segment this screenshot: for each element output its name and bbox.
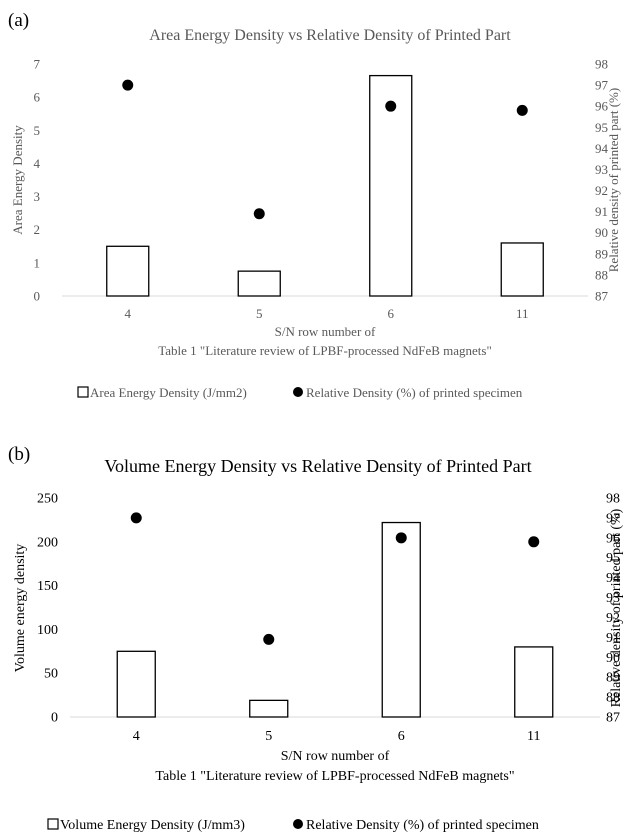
point-5 [263,633,275,645]
chart-title: Volume Energy Density vs Relative Densit… [104,456,531,476]
x-axis-label-line1: S/N row number of [275,324,376,339]
legend-point-swatch [293,819,303,829]
bar-6 [369,74,413,297]
legend: Volume Energy Density (J/mm3) Relative De… [47,818,539,833]
y2-tick-label: 88 [606,691,620,706]
x-tick-label: 4 [125,306,132,321]
y2-tick-label: 94 [606,571,620,586]
y-tick-label: 3 [34,189,41,204]
y2-tick-label: 92 [595,183,608,198]
y2-tick-label: 98 [606,492,620,507]
y2-tick-label: 95 [595,120,608,135]
y-tick-label: 200 [37,535,58,550]
y2-tick-label: 97 [606,511,620,526]
y-tick-label: 100 [37,623,58,638]
y2-tick-label: 93 [595,162,608,177]
bar-5 [237,270,281,297]
point-4 [130,512,142,524]
x-tick-label: 6 [388,306,395,321]
legend-point-swatch [293,387,303,397]
legend-point-label: Relative Density (%) of printed specimen [306,385,523,400]
point-4 [122,79,134,91]
y-tick-label: 0 [51,711,58,726]
bar-5 [249,699,289,718]
y2-tick-label: 94 [595,141,609,156]
y-tick-label: 7 [34,57,41,72]
y2-tick-label: 97 [595,78,609,93]
y-tick-label: 4 [34,156,41,171]
y2-tick-label: 89 [606,671,620,686]
x-axis-label-line2: Table 1 "Literature review of LPBF-proce… [155,769,514,784]
legend-bar-swatch [47,818,59,830]
point-5 [253,208,265,220]
y2-tick-label: 90 [595,225,608,240]
y2-tick-label: 87 [595,289,609,304]
y2-tick-label: 87 [606,711,620,726]
panel-label: (b) [8,444,30,465]
panel-label: (a) [8,10,29,31]
y2-tick-label: 88 [595,267,608,282]
y2-tick-label: 91 [606,631,620,646]
y-tick-label: 250 [37,492,58,507]
y-axis-label: Area Energy Density [10,125,25,235]
y-tick-label: 150 [37,579,58,594]
bar-6 [381,521,421,718]
legend-bar-label: Volume Energy Density (J/mm3) [60,818,245,833]
y-tick-label: 6 [34,90,41,105]
x-tick-label: 4 [133,729,140,744]
point-11 [516,104,528,116]
legend-bar-swatch [77,386,89,398]
x-tick-label: 5 [256,306,263,321]
y-tick-label: 50 [44,667,58,682]
point-6 [395,532,407,544]
x-tick-label: 11 [516,306,529,321]
y2-tick-label: 96 [606,531,620,546]
y2-tick-label: 95 [606,551,620,566]
y-tick-label: 2 [34,222,41,237]
x-axis-label-line1: S/N row number of [281,749,390,764]
bar-11 [514,646,554,718]
chart-title: Area Energy Density vs Relative Density … [149,27,511,44]
x-axis-label-line2: Table 1 "Literature review of LPBF-proce… [158,343,492,358]
y-tick-label: 5 [34,123,41,138]
y2-tick-label: 91 [595,204,608,219]
bar-11 [500,242,544,297]
chart-panel-b: (b) Volume Energy Density vs Relative Den… [8,444,624,833]
y2-tick-label: 90 [606,651,620,666]
y2-axis-label: Relative density of printed part (%) [606,88,621,272]
chart-panel-a: (a) Area Energy Density vs Relative Densi… [8,10,621,400]
y-tick-label: 0 [34,289,41,304]
x-tick-label: 11 [527,729,540,744]
y-axis-label: Volume energy density [13,544,28,673]
y2-tick-label: 96 [595,99,609,114]
y2-tick-label: 98 [595,57,608,72]
legend: Area Energy Density (J/mm2) Relative Dens… [77,385,523,400]
legend-point-label: Relative Density (%) of printed specimen [306,818,539,833]
y2-axis-label: Relative density of printed part (%) [609,508,624,707]
bar-4 [116,650,156,718]
x-tick-label: 5 [265,729,272,744]
bar-4 [106,245,150,297]
y2-tick-label: 93 [606,591,620,606]
x-tick-label: 6 [398,729,405,744]
y2-tick-label: 92 [606,611,620,626]
point-6 [385,100,397,112]
legend-bar-label: Area Energy Density (J/mm2) [90,385,247,400]
y-tick-label: 1 [34,255,41,270]
y2-tick-label: 89 [595,246,608,261]
point-11 [528,536,540,548]
